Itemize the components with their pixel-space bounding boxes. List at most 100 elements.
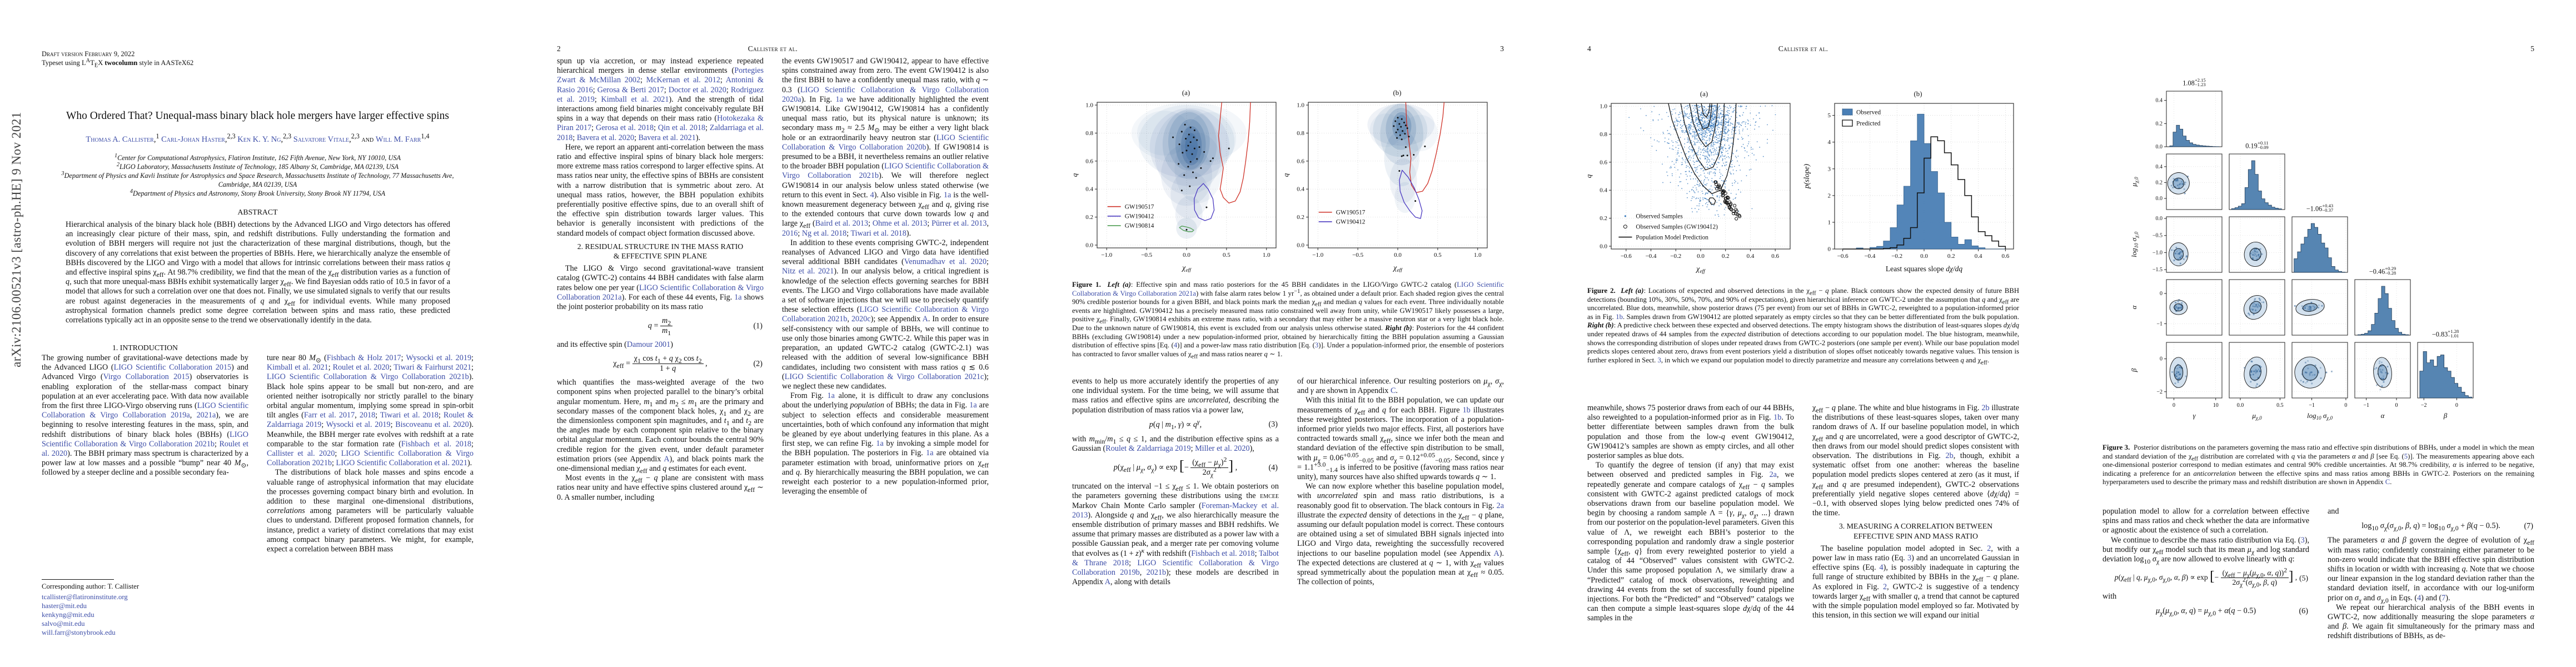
affiliation-1: 1Center for Computational Astrophysics, … bbox=[114, 152, 401, 162]
corresponding-author-label: Corresponding author: T. Callister bbox=[42, 583, 139, 590]
svg-text:0.5: 0.5 bbox=[1434, 252, 1442, 258]
footnote-rule bbox=[42, 579, 114, 580]
svg-text:Observed Samples (GW190412): Observed Samples (GW190412) bbox=[1636, 223, 1718, 230]
svg-text:0.4: 0.4 bbox=[1975, 253, 1982, 260]
svg-text:β: β bbox=[2130, 368, 2138, 372]
svg-text:0.4: 0.4 bbox=[2156, 98, 2163, 104]
svg-text:β: β bbox=[2443, 411, 2448, 420]
svg-text:−2: −2 bbox=[2421, 402, 2427, 409]
paragraph: The LIGO & Virgo second gravitational-wa… bbox=[557, 264, 764, 312]
svg-text:0.0: 0.0 bbox=[2156, 216, 2163, 222]
svg-text:−1: −1 bbox=[2156, 321, 2163, 327]
page-3: 3 (a) (b) −1.0 −0.5 0.0 0.5 1.0 0.0 0.2 0.4 0.6 0… bbox=[1030, 0, 1546, 667]
section-1-heading: 1. INTRODUCTION bbox=[112, 344, 178, 352]
paragraph: From Fig. 1a alone, it is difficult to d… bbox=[782, 391, 989, 496]
svg-text:0.6: 0.6 bbox=[1085, 158, 1093, 165]
svg-text:−0.4: −0.4 bbox=[1646, 253, 1657, 260]
svg-text:0.0: 0.0 bbox=[1600, 243, 1607, 250]
running-head: Callister et al. bbox=[1778, 44, 1828, 53]
svg-text:0.4: 0.4 bbox=[2156, 164, 2163, 170]
author-list: Thomas A. Callister,1 Carl-Johan Haster,… bbox=[86, 132, 430, 144]
svg-text:0.0: 0.0 bbox=[2237, 402, 2244, 409]
svg-text:1.0: 1.0 bbox=[1297, 102, 1304, 109]
svg-text:0.6: 0.6 bbox=[1771, 253, 1779, 260]
svg-text:−0.2: −0.2 bbox=[1891, 253, 1902, 260]
svg-text:0.2: 0.2 bbox=[1722, 253, 1730, 260]
affiliation-3: 3Department of Physics and Kavli Institu… bbox=[61, 170, 454, 188]
figure1-panel-a-label: (a) bbox=[1182, 89, 1190, 97]
svg-text:0.4: 0.4 bbox=[1085, 186, 1093, 193]
svg-text:0.0: 0.0 bbox=[2156, 196, 2163, 202]
svg-text:10: 10 bbox=[2213, 402, 2219, 409]
svg-text:α: α bbox=[2130, 305, 2138, 309]
svg-text:q: q bbox=[1282, 173, 1290, 177]
paragraph: spun up via accretion, or may instead ex… bbox=[557, 57, 764, 142]
paragraph: the events GW190517 and GW190412, appear… bbox=[782, 57, 989, 238]
email-link[interactable]: haster@mit.edu bbox=[42, 602, 87, 610]
svg-text:Population Model Prediction: Population Model Prediction bbox=[1636, 234, 1708, 241]
svg-text:−0.2: −0.2 bbox=[1670, 253, 1681, 260]
svg-text:0.2: 0.2 bbox=[1947, 253, 1955, 260]
equation-7: log10 σχ(σχ,0, β, q) = log10 σχ,0 + β(q … bbox=[2361, 521, 2533, 532]
figure2-panel-a-label: (a) bbox=[1700, 90, 1708, 98]
svg-text:4: 4 bbox=[1828, 139, 1831, 146]
col-right: and log10 σχ(σχ,0, β, q) = log10 σχ,0 + … bbox=[2328, 507, 2534, 663]
affiliation-2: 2LIGO Laboratory, Massachusetts Institut… bbox=[116, 161, 399, 171]
paragraph: and bbox=[2328, 507, 2339, 516]
affiliation-4: 4Department of Physics and Astronomy, St… bbox=[129, 188, 386, 197]
svg-text:0.5: 0.5 bbox=[1223, 252, 1230, 258]
intro-col1-paragraph: The growing number of gravitational-wave… bbox=[42, 354, 249, 477]
svg-text:μχ,0: μχ,0 bbox=[2251, 411, 2262, 421]
figure-1a-plot: −1.0 −0.5 0.0 0.5 1.0 0.0 0.2 0.4 0.6 0.8 1.0 χeff q… bbox=[1070, 102, 1277, 272]
corner-title: −1.06 +0.43 −0.37 bbox=[2306, 203, 2334, 213]
paragraph: The parameters α and β govern the degree… bbox=[2328, 536, 2534, 604]
svg-text:GW190814: GW190814 bbox=[1125, 223, 1154, 230]
equation-5: p(χeff | q, μχ,0, σχ,0, α, β) ∝ exp [− (… bbox=[2114, 567, 2308, 589]
corner-title: −0.83 +1.28 −1.01 bbox=[2431, 328, 2459, 339]
svg-text:p(slope): p(slope) bbox=[1802, 163, 1811, 189]
svg-text:−2: −2 bbox=[2156, 389, 2163, 395]
paragraph: In addition to these events comprising G… bbox=[782, 238, 989, 391]
col-right: χeff − q plane. The white and blue histo… bbox=[1812, 404, 2019, 662]
figure2-panel-b-label: (b) bbox=[1914, 90, 1922, 98]
svg-text:−0.5: −0.5 bbox=[1141, 252, 1152, 258]
svg-text:1: 1 bbox=[1828, 219, 1831, 226]
paragraph: with bbox=[2102, 591, 2117, 601]
svg-text:Observed: Observed bbox=[1856, 109, 1881, 116]
col-right: the events GW190517 and GW190412, appear… bbox=[782, 57, 989, 657]
svg-text:0.0: 0.0 bbox=[1394, 252, 1402, 258]
svg-text:−1.0: −1.0 bbox=[1101, 252, 1112, 258]
paragraph: χeff − q plane. The white and blue histo… bbox=[1812, 404, 2019, 518]
paragraph: We repeat our hierarchical analysis of t… bbox=[2328, 603, 2534, 641]
svg-text:0.0: 0.0 bbox=[1183, 252, 1190, 258]
paragraph: with mmin/m1 ≤ q ≤ 1, and the distributi… bbox=[1072, 435, 1279, 454]
svg-text:0.4: 0.4 bbox=[1297, 186, 1304, 193]
svg-text:Least squares slope dχ/dq: Least squares slope dχ/dq bbox=[1886, 265, 1963, 273]
paragraph: which quantifies the mass-weighted avera… bbox=[557, 378, 764, 475]
equation-6: μχ(μχ,0, α, q) = μχ,0 + α(q − 0.5) (6) bbox=[2155, 606, 2308, 617]
svg-text:−0.4: −0.4 bbox=[1864, 253, 1875, 260]
paper-title: Who Ordered That? Unequal-mass binary bl… bbox=[66, 110, 449, 122]
email-link[interactable]: kenkyng@mit.edu bbox=[42, 611, 94, 619]
intro-col2: ture near 80 M⊙ (Fishbach & Holz 2017; W… bbox=[267, 354, 474, 554]
svg-text:χeff: χeff bbox=[1181, 264, 1192, 272]
arxiv-stamp: arXiv:2106.00521v3 [astro-ph.HE] 9 Nov 2… bbox=[9, 112, 23, 367]
email-link[interactable]: tcallister@flatironinstitute.org bbox=[42, 593, 128, 601]
col-left: meanwhile, shows 75 posterior draws from… bbox=[1587, 404, 1794, 662]
equation-1: q = m2 m1 (1) bbox=[647, 316, 763, 337]
svg-text:log10 σχ,0: log10 σχ,0 bbox=[2307, 411, 2333, 421]
svg-text:0.0: 0.0 bbox=[1297, 242, 1304, 248]
svg-text:0: 0 bbox=[2160, 291, 2163, 297]
page-number: 4 bbox=[1587, 44, 1591, 53]
svg-text:−0.5: −0.5 bbox=[2153, 233, 2163, 239]
figure-2a-plot: −0.6 −0.4 −0.2 0.0 0.2 0.4 0.6 0.0 0.2 0.4 0.6 0.8 1… bbox=[1585, 103, 1791, 275]
corner-title: 0.19 +0.11 −0.09 bbox=[2245, 140, 2269, 151]
svg-text:0.0: 0.0 bbox=[2156, 144, 2163, 150]
page-number: 5 bbox=[2530, 44, 2534, 53]
svg-text:0.4: 0.4 bbox=[1747, 253, 1755, 260]
email-link[interactable]: will.farr@stonybrook.edu bbox=[42, 629, 116, 636]
email-link[interactable]: salvo@mit.edu bbox=[42, 620, 85, 628]
svg-text:χeff: χeff bbox=[1392, 264, 1403, 272]
paragraph: The baseline population model adopted in… bbox=[1812, 544, 2019, 620]
